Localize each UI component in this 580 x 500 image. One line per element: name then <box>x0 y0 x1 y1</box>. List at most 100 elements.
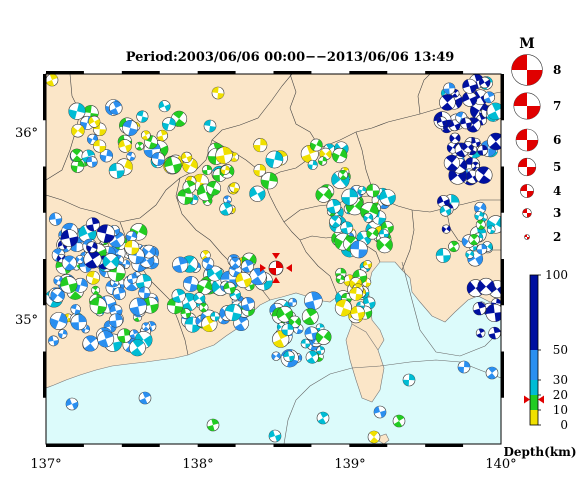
earthquake-event <box>357 185 367 195</box>
earthquake-event <box>304 291 323 311</box>
magnitude-legend-symbol <box>515 128 539 152</box>
earthquake-events <box>46 74 501 444</box>
depth-tick-label: 100 <box>545 268 568 282</box>
earthquake-event <box>151 152 166 166</box>
frame-segment <box>349 444 388 447</box>
earthquake-event <box>350 305 366 321</box>
earthquake-event <box>240 297 255 312</box>
earthquake-event <box>224 303 242 322</box>
earthquake-event <box>366 227 379 240</box>
earthquake-event <box>210 311 220 322</box>
earthquake-event <box>477 144 489 156</box>
earthquake-event <box>301 308 319 326</box>
earthquake-event <box>475 166 493 184</box>
earthquake-event <box>449 132 461 144</box>
earthquake-event <box>476 243 488 255</box>
earthquake-event <box>329 215 342 228</box>
earthquake-event <box>108 313 124 328</box>
earthquake-event <box>127 273 138 284</box>
earthquake-event <box>462 78 478 94</box>
earthquake-event <box>316 346 325 355</box>
earthquake-event <box>206 265 223 282</box>
depth-tick-label: 30 <box>553 373 568 387</box>
magnitude-legend-label: 3 <box>553 206 561 220</box>
frame-segment <box>43 351 46 398</box>
x-tick-label: 137° <box>30 457 61 472</box>
earthquake-event <box>223 281 236 295</box>
earthquake-event <box>135 141 145 151</box>
magnitude-legend-label: 7 <box>553 99 561 113</box>
earthquake-event <box>486 225 496 234</box>
earthquake-event <box>316 411 330 425</box>
earthquake-event <box>241 259 255 273</box>
earthquake-event <box>86 270 101 285</box>
earthquake-event <box>253 138 268 153</box>
earthquake-event <box>215 146 233 164</box>
earthquake-event <box>460 117 472 130</box>
depth-marker <box>538 395 544 404</box>
earthquake-event <box>49 312 68 330</box>
magnitude-legend-symbol <box>522 208 532 218</box>
earthquake-event <box>487 132 501 151</box>
earthquake-event <box>70 148 84 163</box>
frame-segment <box>121 444 160 447</box>
frame-segment <box>425 444 464 447</box>
earthquake-event <box>117 328 132 344</box>
earthquake-event <box>448 119 461 132</box>
earthquake-event <box>402 373 416 387</box>
earthquake-event <box>138 286 151 299</box>
earthquake-event <box>235 272 252 289</box>
earthquake-event <box>82 335 99 352</box>
earthquake-event <box>474 211 484 221</box>
earthquake-event <box>441 224 451 234</box>
frame-segment <box>43 259 46 306</box>
earthquake-event <box>276 305 294 323</box>
earthquake-event <box>109 101 123 115</box>
magnitude-legend-symbol <box>520 184 534 198</box>
earthquake-event <box>253 164 267 177</box>
depth-tick-label: 50 <box>553 343 568 357</box>
earthquake-event <box>87 133 99 145</box>
earthquake-event <box>96 224 116 243</box>
earthquake-event <box>436 116 448 127</box>
earthquake-event <box>457 360 471 374</box>
earthquake-event <box>181 151 193 163</box>
magnitude-legend-label: 6 <box>553 133 561 147</box>
earthquake-event <box>124 240 140 256</box>
earthquake-event <box>478 76 491 89</box>
earthquake-event <box>158 100 171 113</box>
earthquake-event <box>307 159 318 171</box>
earthquake-event <box>271 351 281 361</box>
earthquake-event <box>108 162 125 179</box>
earthquake-event <box>138 391 152 405</box>
earthquake-event <box>70 314 87 331</box>
magnitude-legend-label: 4 <box>553 184 561 198</box>
magnitude-legend-label: 2 <box>553 230 561 244</box>
earthquake-event <box>182 180 196 194</box>
earthquake-event <box>193 292 206 305</box>
earthquake-event <box>60 276 78 294</box>
frame-segment <box>46 71 84 74</box>
earthquake-event <box>468 233 480 246</box>
magnitude-legend-symbol <box>524 234 530 240</box>
earthquake-event <box>201 257 215 270</box>
earthquake-event <box>211 86 225 100</box>
earthquake-event <box>164 156 182 174</box>
earthquake-event <box>65 397 79 411</box>
earthquake-event <box>202 164 213 176</box>
earthquake-event <box>472 301 487 316</box>
earthquake-event <box>196 279 213 295</box>
earthquake-event <box>206 180 221 196</box>
frame-segment <box>197 71 236 74</box>
earthquake-event <box>443 154 461 172</box>
earthquake-event <box>249 185 266 202</box>
earthquake-event <box>122 120 139 136</box>
depth-band <box>530 395 538 410</box>
x-tick-label: 140° <box>485 457 516 472</box>
frame-segment <box>121 71 160 74</box>
earthquake-event <box>288 297 298 307</box>
frame-segment <box>197 444 236 447</box>
x-tick-label: 139° <box>334 457 365 472</box>
magnitude-legend-symbol <box>511 54 543 86</box>
frame-segment <box>501 166 504 213</box>
